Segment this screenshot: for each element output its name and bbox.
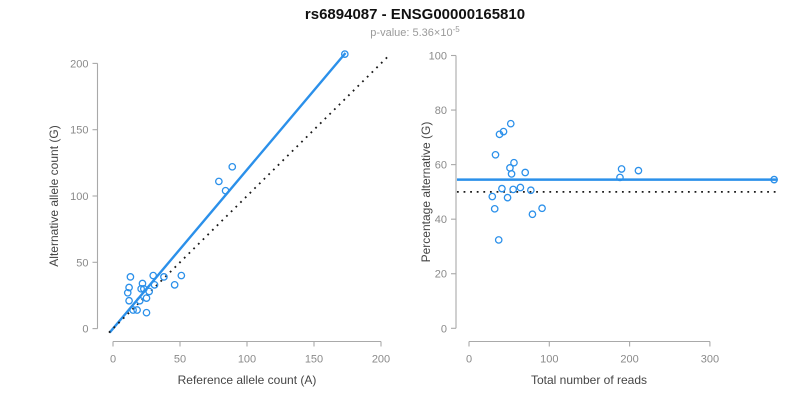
data-point bbox=[160, 273, 168, 281]
data-point bbox=[538, 204, 546, 213]
data-point bbox=[135, 296, 144, 305]
data-point bbox=[170, 280, 179, 289]
data-point bbox=[221, 186, 230, 195]
data-point bbox=[634, 166, 643, 175]
data-point bbox=[528, 210, 537, 219]
data-point bbox=[770, 175, 778, 184]
data-point bbox=[506, 119, 515, 128]
data-point bbox=[491, 150, 500, 159]
data-point bbox=[177, 271, 186, 280]
data-point bbox=[215, 177, 223, 186]
right-plot: 0 100 200 300 0 20 40 60 80 100 bbox=[429, 51, 778, 366]
identity-line bbox=[108, 56, 389, 334]
data-point bbox=[616, 173, 624, 182]
data-point bbox=[125, 296, 133, 305]
data-point bbox=[498, 184, 506, 193]
data-point bbox=[228, 162, 237, 171]
data-point bbox=[521, 168, 530, 177]
left-x-axis-title: Reference allele count (A) bbox=[178, 373, 317, 387]
y-tick-label: 0 bbox=[441, 323, 447, 335]
x-tick-label: 300 bbox=[701, 354, 719, 366]
data-point bbox=[129, 306, 137, 314]
data-point bbox=[149, 271, 158, 280]
data-point bbox=[137, 284, 145, 293]
data-point bbox=[499, 127, 508, 136]
y-tick-label: 200 bbox=[70, 58, 88, 70]
data-point bbox=[145, 287, 154, 296]
data-point bbox=[142, 294, 151, 302]
x-tick-label: 100 bbox=[540, 354, 558, 366]
chart-subtitle: p-value: 5.36×10-5 bbox=[370, 25, 460, 39]
y-tick-label: 100 bbox=[70, 191, 88, 203]
data-point bbox=[488, 192, 497, 201]
data-point bbox=[125, 283, 133, 292]
left-y-axis-title: Alternative allele count (G) bbox=[47, 125, 61, 266]
x-tick-label: 200 bbox=[372, 354, 390, 366]
x-tick-label: 100 bbox=[238, 354, 256, 366]
data-point bbox=[138, 279, 147, 288]
y-tick-label: 0 bbox=[82, 324, 88, 336]
x-tick-label: 50 bbox=[174, 354, 186, 366]
data-point bbox=[526, 186, 535, 195]
x-tick-label: 0 bbox=[466, 354, 472, 366]
y-tick-label: 60 bbox=[435, 160, 447, 172]
y-tick-label: 100 bbox=[429, 51, 447, 63]
data-point bbox=[516, 183, 525, 192]
y-tick-label: 80 bbox=[435, 105, 447, 117]
x-tick-label: 0 bbox=[110, 354, 116, 366]
data-point bbox=[133, 306, 141, 314]
subtitle-pvalue-text: p-value: 5.36×10 bbox=[370, 27, 452, 39]
data-point bbox=[340, 50, 349, 58]
data-point bbox=[617, 165, 626, 173]
data-point bbox=[507, 170, 516, 178]
y-tick-label: 150 bbox=[70, 125, 88, 137]
x-tick-label: 200 bbox=[620, 354, 638, 366]
data-point bbox=[126, 273, 135, 281]
subtitle-exponent: -5 bbox=[453, 25, 461, 34]
chart-title: rs6894087 - ENSG00000165810 bbox=[305, 6, 525, 23]
y-tick-label: 40 bbox=[435, 214, 447, 226]
data-point bbox=[123, 288, 132, 297]
x-tick-label: 150 bbox=[305, 354, 323, 366]
data-point bbox=[142, 308, 151, 317]
left-plot: 0 50 100 150 200 0 50 100 150 200 bbox=[70, 50, 390, 366]
data-point bbox=[490, 204, 499, 213]
right-x-axis-title: Total number of reads bbox=[531, 373, 647, 387]
data-point bbox=[509, 185, 518, 194]
data-point bbox=[510, 158, 518, 167]
y-tick-label: 20 bbox=[435, 269, 447, 281]
right-y-axis-title: Percentage alternative (G) bbox=[419, 122, 433, 263]
data-point bbox=[503, 193, 512, 202]
data-point bbox=[494, 236, 503, 244]
y-tick-label: 50 bbox=[76, 257, 88, 269]
data-point bbox=[150, 280, 159, 289]
